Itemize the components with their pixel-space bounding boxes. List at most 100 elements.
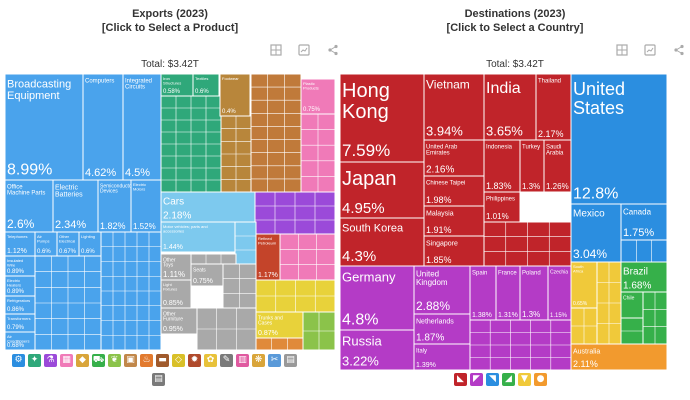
- brick-icon[interactable]: ▥: [236, 354, 249, 367]
- chip-icon[interactable]: ▦: [60, 354, 73, 367]
- tile-malaysia[interactable]: Malaysia 1.91%: [423, 205, 485, 237]
- gear-icon[interactable]: ⚙: [12, 354, 25, 367]
- tile-thailand[interactable]: Thailand 2.17%: [535, 74, 572, 141]
- exports-footwear-detail[interactable]: [220, 115, 252, 193]
- tile-footwear[interactable]: Footwear 0.4%: [219, 74, 251, 117]
- tile-refrigerators[interactable]: Refrigerators 0.86%: [5, 295, 36, 315]
- leaf-icon[interactable]: ❦: [108, 354, 121, 367]
- tile-textiles[interactable]: Textiles 0.6%: [192, 74, 220, 97]
- tile-netherlands[interactable]: Netherlands 1.87%: [413, 313, 471, 345]
- tile-canada[interactable]: Canada 1.75%: [620, 203, 667, 241]
- tile-france[interactable]: France 1.31%: [495, 265, 521, 321]
- bottle-icon[interactable]: ♨: [140, 354, 153, 367]
- wheat-icon[interactable]: ❋: [252, 354, 265, 367]
- tile-russia[interactable]: Russia 3.22%: [340, 329, 415, 370]
- exports-other-detail[interactable]: [255, 337, 304, 350]
- fire-icon[interactable]: ✹: [188, 354, 201, 367]
- destinations-africa-detail[interactable]: [596, 261, 622, 345]
- misc-icon[interactable]: ▤: [152, 373, 165, 386]
- knife-icon[interactable]: ✂: [268, 354, 281, 367]
- exports-electronics-detail[interactable]: [100, 231, 162, 350]
- destinations-asia-detail[interactable]: [483, 221, 572, 267]
- tile-mexico[interactable]: Mexico 3.04%: [570, 203, 622, 263]
- exports-machinery-detail[interactable]: [34, 255, 102, 350]
- tile-poland[interactable]: Poland 1.3%: [519, 265, 549, 321]
- south-america-icon[interactable]: ▼: [518, 373, 531, 386]
- destinations-africa-detail-b[interactable]: [570, 307, 598, 345]
- exports-textiles-detail[interactable]: [160, 95, 222, 193]
- shirt-icon[interactable]: ✦: [28, 354, 41, 367]
- image-icon[interactable]: [616, 44, 628, 56]
- north-america-icon[interactable]: ◥: [486, 373, 499, 386]
- exports-vehicles-detail[interactable]: [234, 221, 257, 265]
- exports-chemicals-detail[interactable]: [254, 191, 335, 235]
- share-icon[interactable]: [673, 44, 685, 56]
- oceania-icon[interactable]: ●: [534, 373, 547, 386]
- tile-india[interactable]: India 3.65%: [483, 74, 537, 141]
- exports-misc-detail-c[interactable]: [196, 307, 257, 350]
- tile-spain[interactable]: Spain 1.38%: [469, 265, 497, 321]
- tile-japan[interactable]: Japan 4.95%: [340, 161, 425, 219]
- tile-chinese-taipei[interactable]: Chinese Taipei 1.98%: [423, 175, 485, 207]
- exports-plastics-detail[interactable]: [300, 113, 335, 193]
- exports-rubber-detail[interactable]: [279, 233, 335, 281]
- tile-czechia[interactable]: Czechia 1.15%: [547, 265, 572, 321]
- tile-turkey[interactable]: Turkey 1.3%: [519, 139, 545, 193]
- film-icon[interactable]: ▤: [284, 354, 297, 367]
- flask-icon[interactable]: ⚗: [44, 354, 57, 367]
- tile-indonesia[interactable]: Indonesia 1.83%: [483, 139, 521, 193]
- destinations-southamerica-detail[interactable]: [642, 291, 667, 345]
- exports-metals-detail[interactable]: [250, 74, 302, 193]
- car-icon[interactable]: ⛟: [92, 354, 105, 367]
- tile-brazil[interactable]: Brazil 1.68%: [620, 261, 667, 293]
- africa-icon[interactable]: ◢: [502, 373, 515, 386]
- exports-instruments-detail[interactable]: [255, 279, 335, 313]
- tile-south-korea[interactable]: South Korea 4.3%: [340, 217, 425, 267]
- tile-italy[interactable]: Italy 1.39%: [413, 343, 471, 370]
- box-icon[interactable]: ▣: [124, 354, 137, 367]
- tile-transformers[interactable]: Transformers 0.79%: [5, 313, 36, 333]
- tile-cars[interactable]: Cars 2.18%: [160, 191, 256, 223]
- destinations-europe-detail[interactable]: [469, 319, 572, 370]
- tile-vietnam[interactable]: Vietnam 3.94%: [423, 74, 485, 141]
- exports-misc-detail-a[interactable]: [190, 253, 237, 265]
- image-icon[interactable]: [270, 44, 282, 56]
- paint-icon[interactable]: ✎: [220, 354, 233, 367]
- chart-icon[interactable]: [298, 44, 311, 56]
- tile-singapore[interactable]: Singapore 1.85%: [423, 235, 485, 267]
- tile-germany[interactable]: Germany 4.8%: [340, 265, 415, 331]
- tile-philippines[interactable]: Philippines 1.01%: [483, 191, 521, 223]
- gem-icon[interactable]: ◇: [172, 354, 185, 367]
- tile-australia[interactable]: Australia 2.11%: [570, 343, 667, 370]
- destinations-southamerica-detail-b[interactable]: [620, 317, 644, 345]
- tile-telephones[interactable]: Telephones 1.12%: [5, 231, 36, 257]
- tile-computers[interactable]: Computers 4.62%: [82, 74, 124, 181]
- share-icon[interactable]: [327, 44, 339, 56]
- sofa-icon[interactable]: ▬: [156, 354, 169, 367]
- europe-icon[interactable]: ◤: [470, 373, 483, 386]
